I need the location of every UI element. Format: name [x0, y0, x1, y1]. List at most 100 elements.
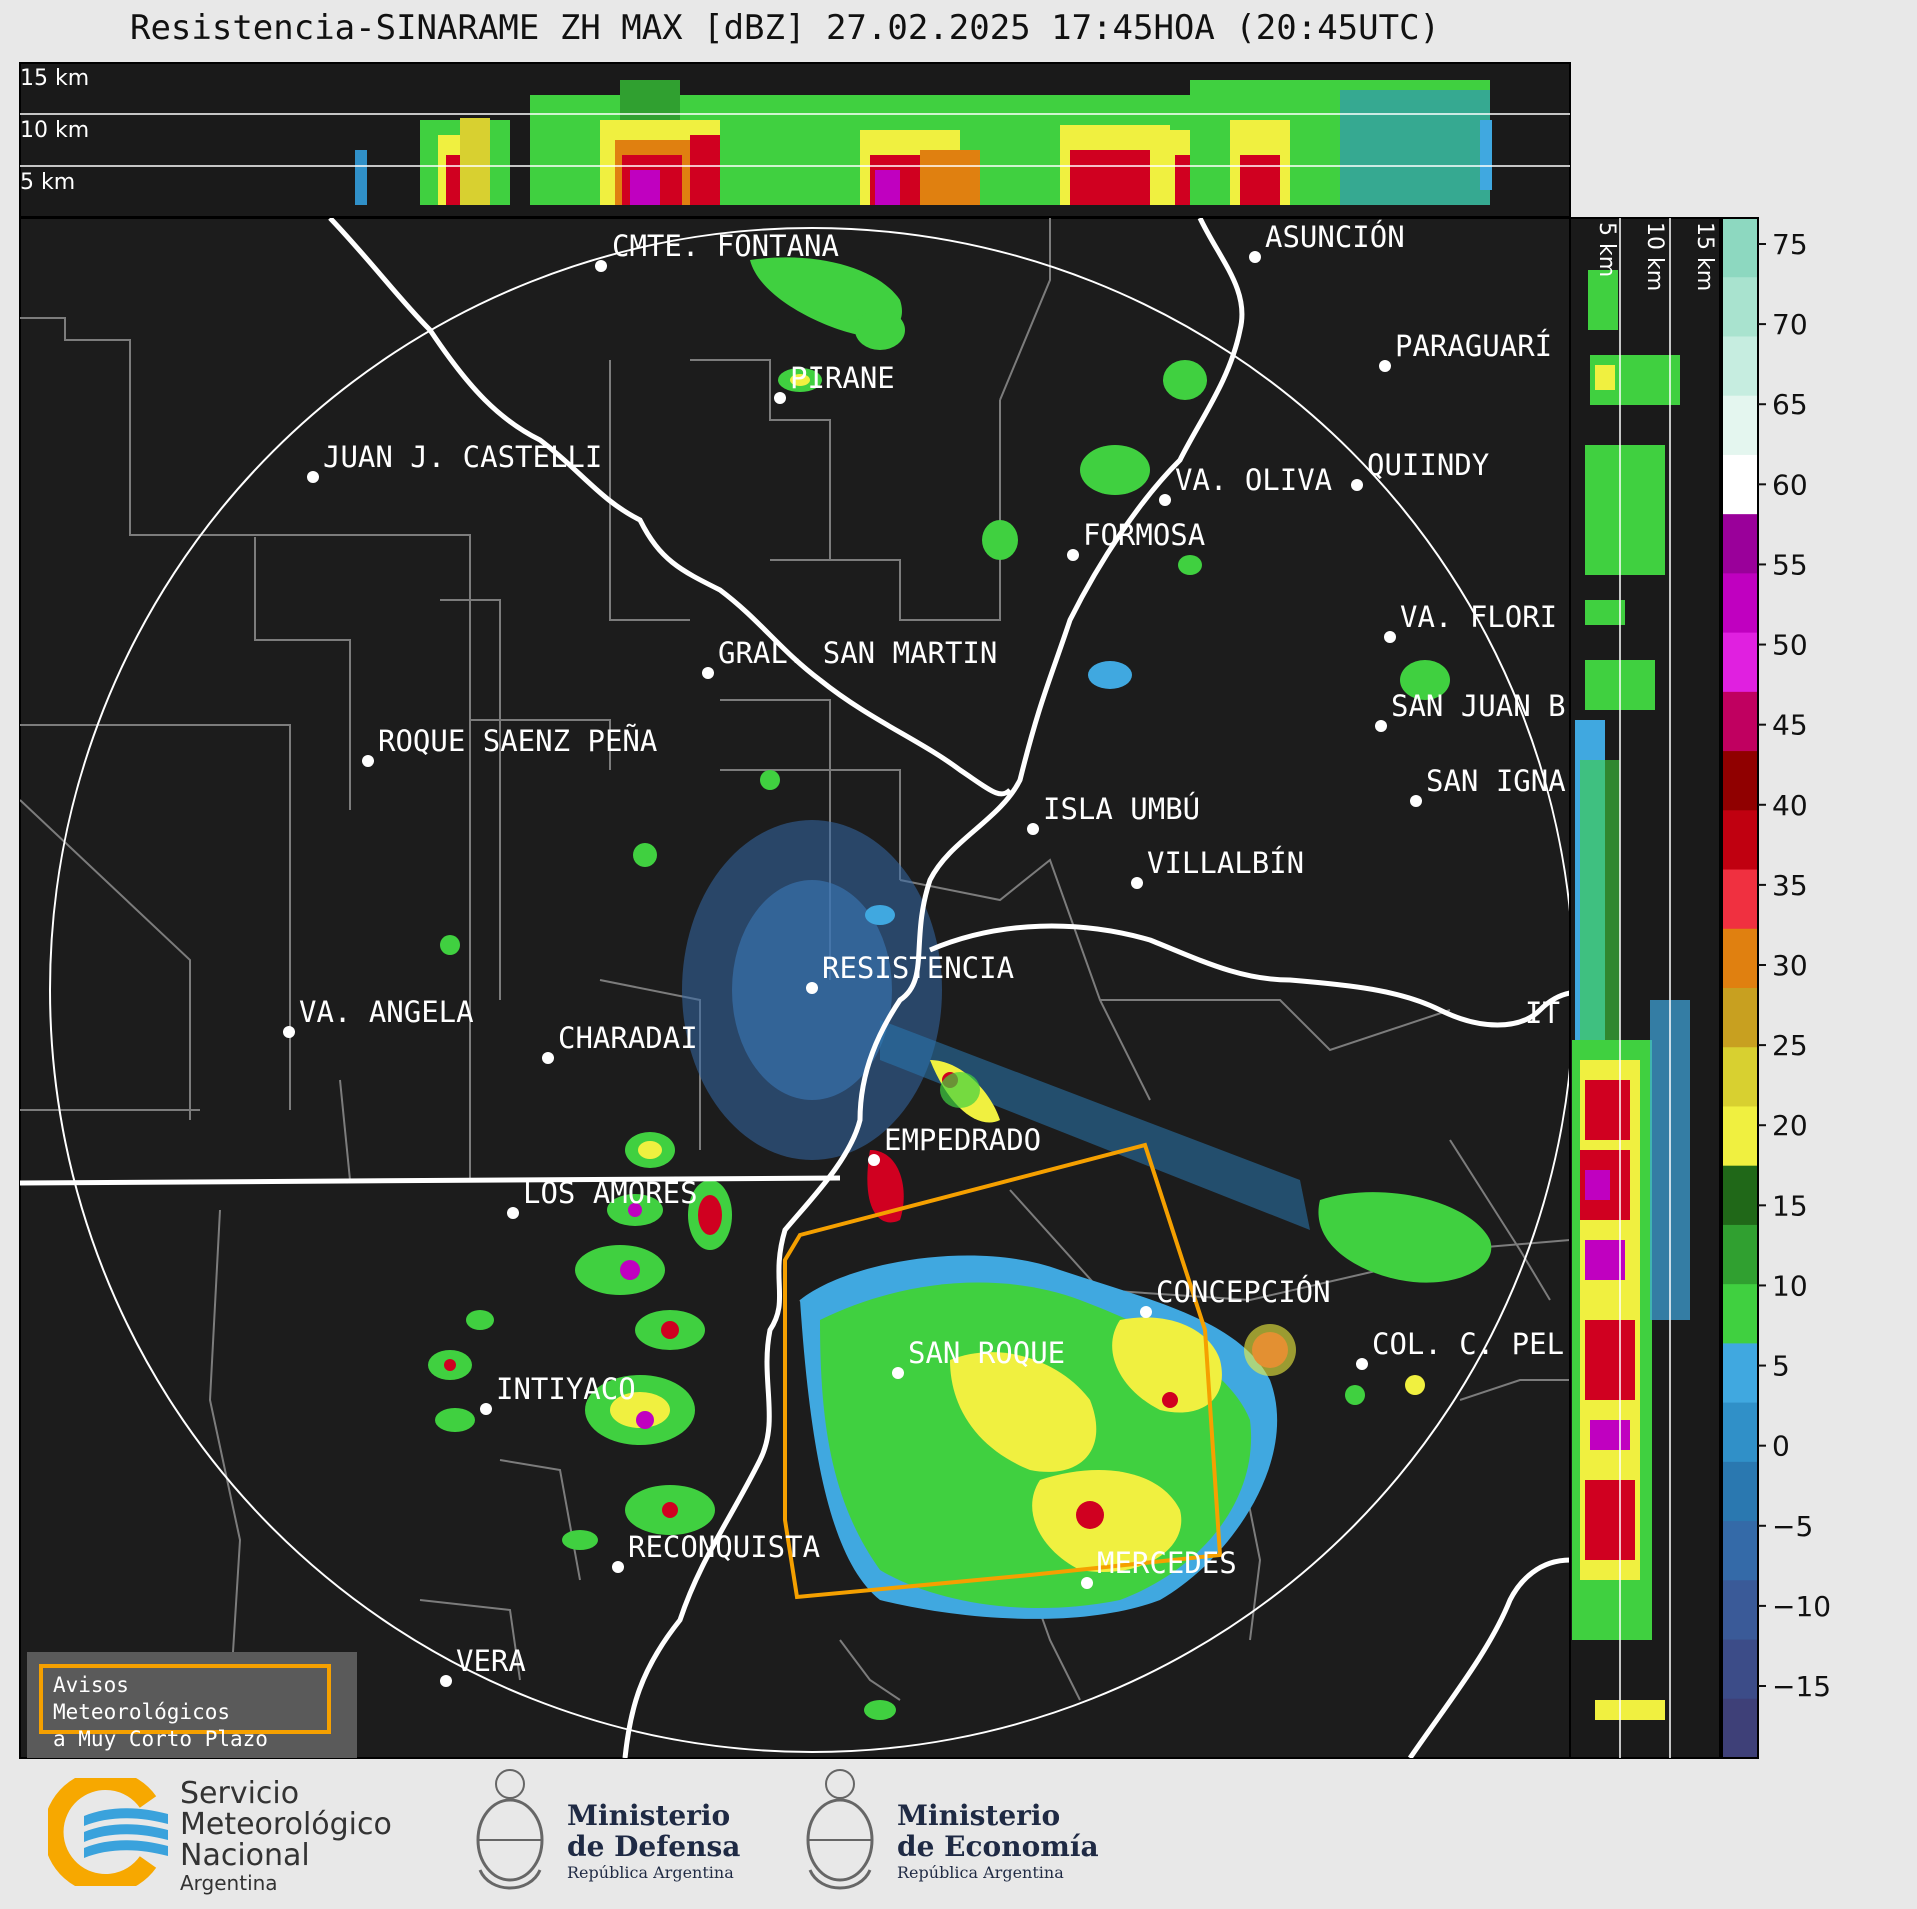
side-label-10km: 10 km [1642, 222, 1667, 291]
colorbar-tick-label: 10 [1772, 1269, 1808, 1302]
city-label: CMTE. FONTANA [612, 229, 839, 263]
colorbar-segment [1722, 1698, 1758, 1759]
city-label: ISLA UMBÚ [1043, 792, 1200, 826]
city-label: VILLALBÍN [1147, 846, 1304, 880]
smn-line4: Argentina [180, 1871, 278, 1895]
colorbar-segment [1722, 395, 1758, 456]
colorbar-segment [1722, 454, 1758, 515]
radar-range-ring [49, 227, 1570, 1753]
city-dot [1067, 549, 1079, 561]
defensa-line1: Ministerio [567, 1799, 731, 1832]
defensa-line3: República Argentina [567, 1863, 734, 1882]
city-label: INTIYACO [496, 1372, 636, 1406]
colorbar-segment [1722, 1284, 1758, 1344]
city-dot [1356, 1358, 1368, 1370]
colorbar-segment [1722, 1521, 1758, 1581]
colorbar-tick-label: 60 [1772, 468, 1808, 501]
city-label: EMPEDRADO [884, 1123, 1041, 1157]
city-label: VA. ANGELA [299, 995, 474, 1029]
colorbar-tick-label: 15 [1772, 1189, 1808, 1222]
colorbar-tick-label: 55 [1772, 548, 1808, 581]
colorbar-tick-label: 45 [1772, 709, 1808, 742]
avisos-line1: Avisos Meteorológicos [53, 1673, 231, 1724]
radar-map: CMTE. FONTANA ASUNCIÓN PARAGUARÍ PIRANE … [19, 217, 1571, 1759]
precipitation-echoes [428, 257, 1492, 1720]
warning-polygon [783, 1142, 1223, 1600]
city-label: CHARADAI [558, 1021, 698, 1055]
river-boundaries [20, 218, 1570, 1758]
city-label: SAN ROQUE [908, 1336, 1065, 1370]
city-dot [612, 1561, 624, 1573]
colorbar-segment [1722, 336, 1758, 397]
city-dot [892, 1367, 904, 1379]
avisos-box: Avisos Meteorológicos a Muy Corto Plazo [27, 1652, 357, 1758]
city-dot [1384, 631, 1396, 643]
top-label-5km: 5 km [20, 170, 75, 195]
colorbar-segment [1722, 1165, 1758, 1226]
city-label: FORMOSA [1083, 518, 1205, 552]
colorbar-segment [1722, 573, 1758, 634]
top-label-15km: 15 km [20, 66, 89, 91]
city-label: VA. OLIVA [1175, 463, 1332, 497]
city-label: ASUNCIÓN [1265, 220, 1405, 254]
city-label: SAN IGNA [1426, 764, 1566, 798]
city-dot [774, 392, 786, 404]
top-cross-section-panel: 15 km 10 km 5 km [19, 62, 1571, 218]
colorbar-segment [1722, 632, 1758, 693]
city-label: LOS AMORES [523, 1176, 698, 1210]
city-label: COL. C. PEL [1372, 1327, 1564, 1361]
city-dot [440, 1675, 452, 1687]
city-dot [480, 1403, 492, 1415]
colorbar-tick-label: 65 [1772, 388, 1808, 421]
city-label: VA. FLORI [1400, 600, 1557, 634]
city-dot [1410, 795, 1422, 807]
economia-line3: República Argentina [897, 1863, 1064, 1882]
smn-line3: Nacional [180, 1838, 310, 1873]
colorbar-segment [1722, 1224, 1758, 1285]
defensa-coat-of-arms-icon [476, 1769, 544, 1890]
colorbar-tick-label: 70 [1772, 308, 1808, 341]
colorbar-tick-label: −15 [1772, 1670, 1831, 1703]
city-dot [1140, 1306, 1152, 1318]
radar-site-dot [806, 982, 818, 994]
smn-line2: Meteorológico [180, 1807, 392, 1842]
colorbar-segments [1722, 218, 1758, 1759]
colorbar-tick-label: 5 [1772, 1350, 1790, 1383]
colorbar-segment [1722, 1580, 1758, 1641]
economia-coat-of-arms-icon [806, 1769, 874, 1890]
colorbar-segment [1722, 810, 1758, 871]
economia-line1: Ministerio [897, 1799, 1061, 1832]
city-label: MERCEDES [1097, 1546, 1237, 1580]
city-dot [1351, 479, 1363, 491]
colorbar-segment [1722, 1639, 1758, 1700]
colorbar-segment [1722, 1106, 1758, 1167]
city-dot [868, 1154, 880, 1166]
colorbar-segment [1722, 869, 1758, 930]
colorbar-segment [1722, 514, 1758, 574]
colorbar-segment [1722, 751, 1758, 811]
colorbar-frame [1721, 217, 1759, 1759]
colorbar-tick-label: 75 [1772, 228, 1808, 261]
city-label: VERA [456, 1644, 526, 1678]
colorbar-tick-label: 35 [1772, 869, 1808, 902]
city-label: JUAN J. CASTELLI [323, 440, 602, 474]
city-dot [283, 1026, 295, 1038]
colorbar-tick-label: 0 [1772, 1430, 1790, 1463]
top-label-10km: 10 km [20, 118, 89, 143]
city-dot [702, 667, 714, 679]
colorbar-segment [1722, 277, 1758, 337]
smn-logo-text: Servicio Meteorológico Nacional Argentin… [180, 1778, 392, 1895]
city-dot [1159, 494, 1171, 506]
city-label: CONCEPCIÓN [1156, 1275, 1331, 1309]
colorbar-tick-label: −10 [1772, 1590, 1831, 1623]
side-label-5km: 5 km [1594, 222, 1619, 277]
city-label: ROQUE SAENZ PEÑA [378, 724, 657, 758]
city-dot [542, 1052, 554, 1064]
colorbar-segment [1722, 1461, 1758, 1522]
colorbar-segment [1722, 1047, 1758, 1107]
city-dot [1027, 823, 1039, 835]
colorbar-segment [1722, 1402, 1758, 1463]
colorbar-segment [1722, 988, 1758, 1048]
